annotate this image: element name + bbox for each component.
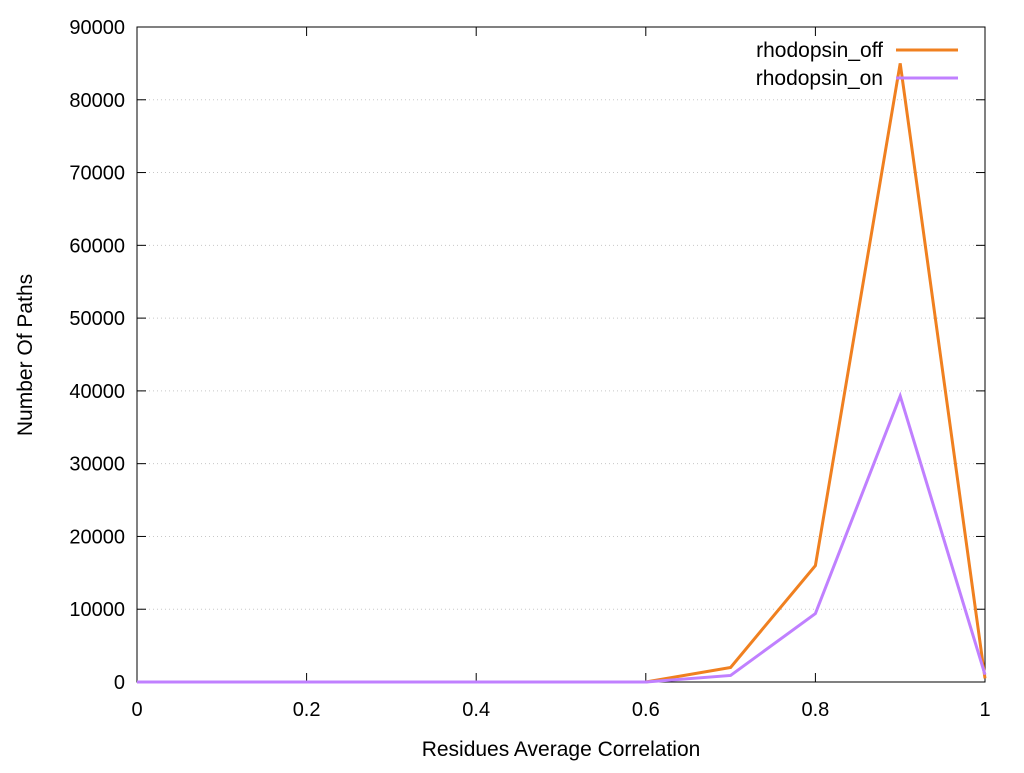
y-tick-label: 20000 xyxy=(69,526,125,548)
grid-lines xyxy=(137,99,985,610)
tick-labels: 0 10000 20000 30000 40000 50000 60000 70000 8000… xyxy=(69,17,990,721)
y-tick-label: 50000 xyxy=(69,308,125,330)
y-tick-label: 90000 xyxy=(69,17,125,39)
y-tick-label: 80000 xyxy=(69,90,125,112)
y-tick-label: 60000 xyxy=(69,235,125,257)
x-tick-label: 1 xyxy=(979,699,990,721)
x-tick-label: 0.6 xyxy=(632,699,660,721)
legend: rhodopsin_off rhodopsin_on xyxy=(756,39,958,90)
plot-border xyxy=(136,26,986,683)
x-tick-label: 0.2 xyxy=(293,699,321,721)
x-tick-label: 0 xyxy=(131,699,142,721)
series-line-rhodopsin-on xyxy=(137,391,987,684)
axis-ticks xyxy=(136,26,986,683)
series-lines xyxy=(137,63,987,684)
series-line-rhodopsin-off xyxy=(137,63,987,684)
y-tick-label: 70000 xyxy=(69,163,125,185)
y-tick-label: 10000 xyxy=(69,599,125,621)
y-tick-label: 30000 xyxy=(69,454,125,476)
legend-label: rhodopsin_on xyxy=(756,67,883,90)
x-tick-label: 0.8 xyxy=(801,699,829,721)
y-axis-label: Number Of Paths xyxy=(14,274,37,436)
legend-label: rhodopsin_off xyxy=(756,39,883,62)
y-tick-label: 0 xyxy=(114,672,125,694)
x-tick-label: 0.4 xyxy=(462,699,490,721)
y-tick-label: 40000 xyxy=(69,381,125,403)
x-axis-label: Residues Average Correlation xyxy=(422,738,701,761)
